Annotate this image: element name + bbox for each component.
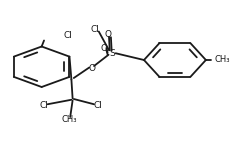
Text: O: O — [100, 44, 107, 53]
Text: Cl: Cl — [63, 32, 72, 40]
Text: Cl: Cl — [93, 101, 102, 110]
Text: CH₃: CH₃ — [214, 56, 230, 64]
Text: Cl: Cl — [40, 101, 49, 110]
Text: S: S — [109, 49, 115, 58]
Text: O: O — [105, 30, 112, 39]
Text: CH₃: CH₃ — [61, 115, 77, 124]
Text: Cl: Cl — [91, 26, 100, 34]
Text: O: O — [88, 64, 95, 73]
